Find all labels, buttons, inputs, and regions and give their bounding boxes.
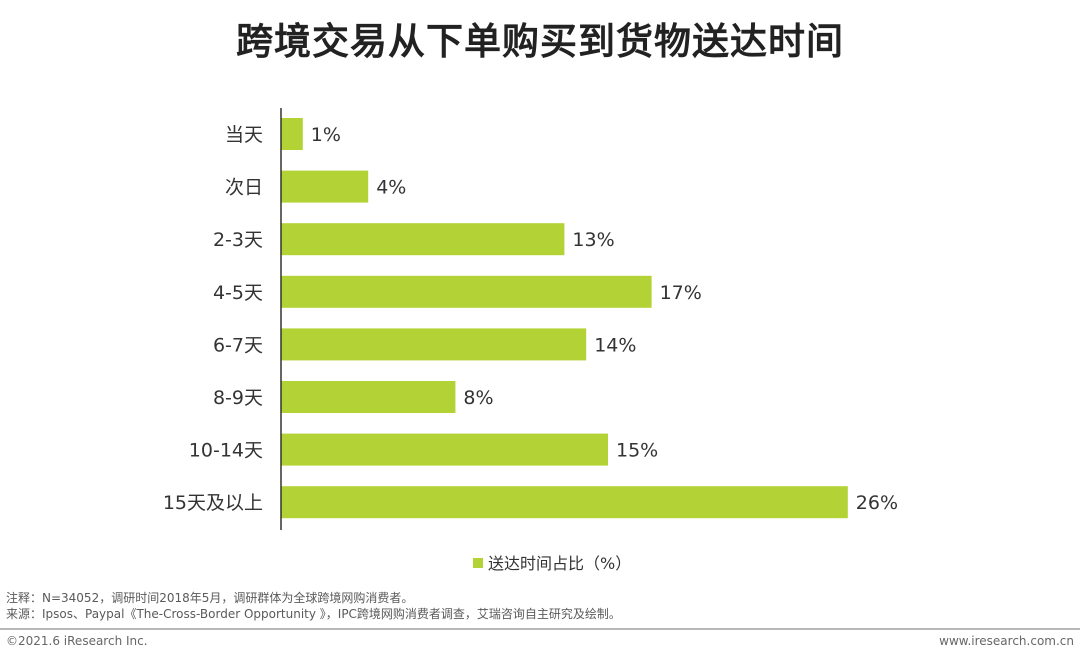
category-label: 当天	[225, 124, 263, 146]
bar	[281, 433, 608, 466]
legend-label: 送达时间占比（%）	[488, 554, 631, 573]
data-label: 26%	[856, 492, 898, 514]
data-label: 1%	[311, 124, 341, 146]
bar	[281, 170, 369, 203]
data-label: 4%	[376, 177, 406, 199]
data-label: 14%	[594, 334, 636, 356]
data-label: 15%	[616, 440, 658, 462]
legend-swatch	[473, 558, 483, 568]
bar	[281, 118, 303, 150]
bar	[281, 486, 848, 519]
bar	[281, 275, 652, 308]
category-label: 6-7天	[213, 334, 263, 356]
bar	[281, 381, 456, 413]
chart-source: 来源：Ipsos、Paypal《The-Cross-Border Opportu…	[6, 607, 621, 621]
category-label: 15天及以上	[163, 492, 263, 514]
category-label: 10-14天	[189, 440, 263, 462]
chart-title: 跨境交易从下单购买到货物送达时间	[236, 20, 844, 63]
category-label: 次日	[225, 177, 263, 199]
data-label: 13%	[572, 229, 614, 251]
data-label: 8%	[463, 387, 493, 409]
category-label: 4-5天	[213, 282, 263, 304]
bar	[281, 223, 565, 256]
copyright-text: ©2021.6 iResearch Inc.	[6, 634, 148, 648]
category-label: 8-9天	[213, 387, 263, 409]
bar	[281, 328, 587, 361]
chart-note: 注释：N=34052，调研时间2018年5月，调研群体为全球跨境网购消费者。	[6, 591, 414, 605]
category-label: 2-3天	[213, 229, 263, 251]
website-link[interactable]: www.iresearch.com.cn	[939, 634, 1074, 648]
data-label: 17%	[660, 282, 702, 304]
footer-divider	[0, 628, 1080, 630]
